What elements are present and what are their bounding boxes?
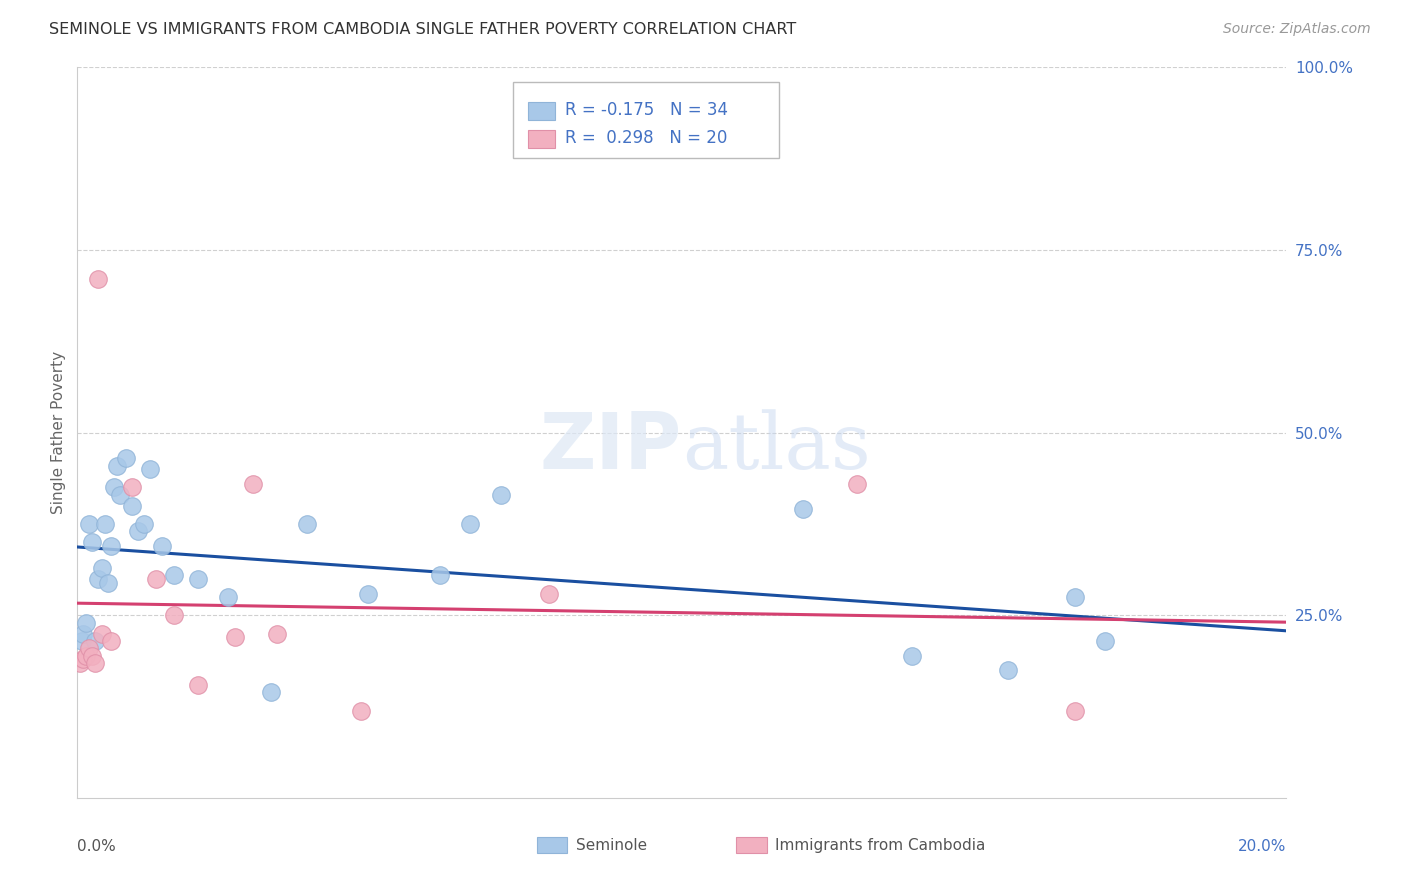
Point <box>187 678 209 692</box>
Point <box>82 648 104 663</box>
Text: R = -0.175   N = 34: R = -0.175 N = 34 <box>565 101 728 119</box>
Point <box>114 451 136 466</box>
Point <box>163 568 186 582</box>
Point <box>997 664 1019 678</box>
Text: R =  0.298   N = 20: R = 0.298 N = 20 <box>565 128 727 147</box>
Point <box>100 634 122 648</box>
Point <box>1064 704 1087 718</box>
Point <box>90 561 112 575</box>
Point <box>145 572 167 586</box>
Point <box>127 524 149 539</box>
Point <box>224 631 246 645</box>
Point <box>260 685 283 699</box>
Point <box>266 626 288 640</box>
Bar <box>529 102 555 120</box>
Point <box>792 502 814 516</box>
Point <box>79 641 101 656</box>
Point <box>75 615 97 630</box>
Text: 0.0%: 0.0% <box>77 838 117 854</box>
Point <box>242 476 264 491</box>
Point <box>105 458 128 473</box>
Point <box>87 272 110 286</box>
Bar <box>737 837 766 853</box>
Point <box>458 517 481 532</box>
Point <box>163 608 186 623</box>
Point <box>72 652 94 666</box>
Text: atlas: atlas <box>682 409 870 485</box>
Text: Seminole: Seminole <box>575 838 647 853</box>
Text: SEMINOLE VS IMMIGRANTS FROM CAMBODIA SINGLE FATHER POVERTY CORRELATION CHART: SEMINOLE VS IMMIGRANTS FROM CAMBODIA SIN… <box>49 22 796 37</box>
Point <box>84 634 107 648</box>
Y-axis label: Single Father Poverty: Single Father Poverty <box>51 351 66 514</box>
Bar <box>537 837 567 853</box>
Point <box>350 704 373 718</box>
Point <box>96 575 118 590</box>
Text: Source: ZipAtlas.com: Source: ZipAtlas.com <box>1223 22 1371 37</box>
Point <box>150 539 173 553</box>
Point <box>72 626 94 640</box>
Point <box>90 626 112 640</box>
Point <box>121 480 143 494</box>
Point <box>87 572 110 586</box>
FancyBboxPatch shape <box>513 81 779 159</box>
Point <box>489 488 512 502</box>
Point <box>295 517 318 532</box>
Point <box>429 568 451 582</box>
Point <box>132 517 155 532</box>
Point <box>356 586 378 600</box>
Point <box>93 517 115 532</box>
Point <box>69 656 91 670</box>
Point <box>537 586 560 600</box>
Point <box>121 499 143 513</box>
Point <box>100 539 122 553</box>
Point <box>84 656 107 670</box>
Point <box>846 476 869 491</box>
Point <box>79 517 101 532</box>
Point <box>103 480 125 494</box>
Text: 20.0%: 20.0% <box>1239 838 1286 854</box>
Point <box>108 488 131 502</box>
Point <box>218 591 240 605</box>
Point <box>139 462 162 476</box>
Point <box>70 634 93 648</box>
Text: Immigrants from Cambodia: Immigrants from Cambodia <box>775 838 986 853</box>
Point <box>75 648 97 663</box>
Point <box>1094 634 1116 648</box>
Point <box>900 648 922 663</box>
Point <box>187 572 209 586</box>
Text: ZIP: ZIP <box>540 409 682 485</box>
Point <box>1064 591 1087 605</box>
Bar <box>529 130 555 148</box>
Point <box>82 535 104 549</box>
